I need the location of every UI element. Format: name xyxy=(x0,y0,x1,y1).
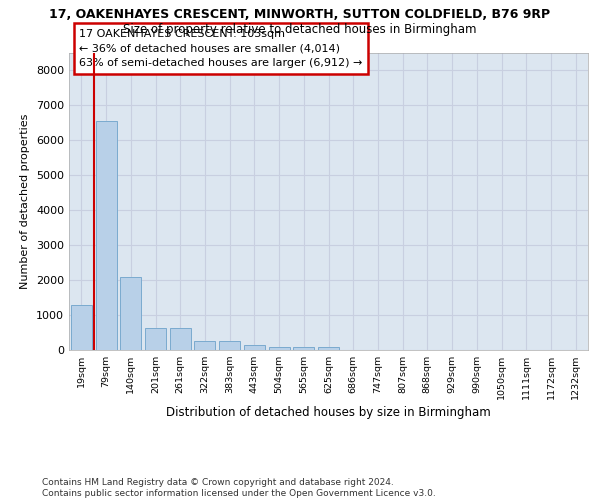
Bar xyxy=(71,304,92,350)
Bar xyxy=(318,347,339,350)
Bar xyxy=(269,346,290,350)
Bar xyxy=(293,346,314,350)
Bar xyxy=(244,346,265,350)
Bar xyxy=(194,341,215,350)
Bar xyxy=(120,277,141,350)
Text: 17, OAKENHAYES CRESCENT, MINWORTH, SUTTON COLDFIELD, B76 9RP: 17, OAKENHAYES CRESCENT, MINWORTH, SUTTO… xyxy=(49,8,551,20)
Text: 17 OAKENHAYES CRESCENT: 103sqm
← 36% of detached houses are smaller (4,014)
63% : 17 OAKENHAYES CRESCENT: 103sqm ← 36% of … xyxy=(79,28,363,68)
Bar xyxy=(170,328,191,350)
Bar xyxy=(145,328,166,350)
Text: Contains HM Land Registry data © Crown copyright and database right 2024.
Contai: Contains HM Land Registry data © Crown c… xyxy=(42,478,436,498)
Bar xyxy=(95,120,116,350)
Text: Size of property relative to detached houses in Birmingham: Size of property relative to detached ho… xyxy=(123,22,477,36)
X-axis label: Distribution of detached houses by size in Birmingham: Distribution of detached houses by size … xyxy=(166,406,491,419)
Bar xyxy=(219,341,240,350)
Y-axis label: Number of detached properties: Number of detached properties xyxy=(20,114,31,289)
